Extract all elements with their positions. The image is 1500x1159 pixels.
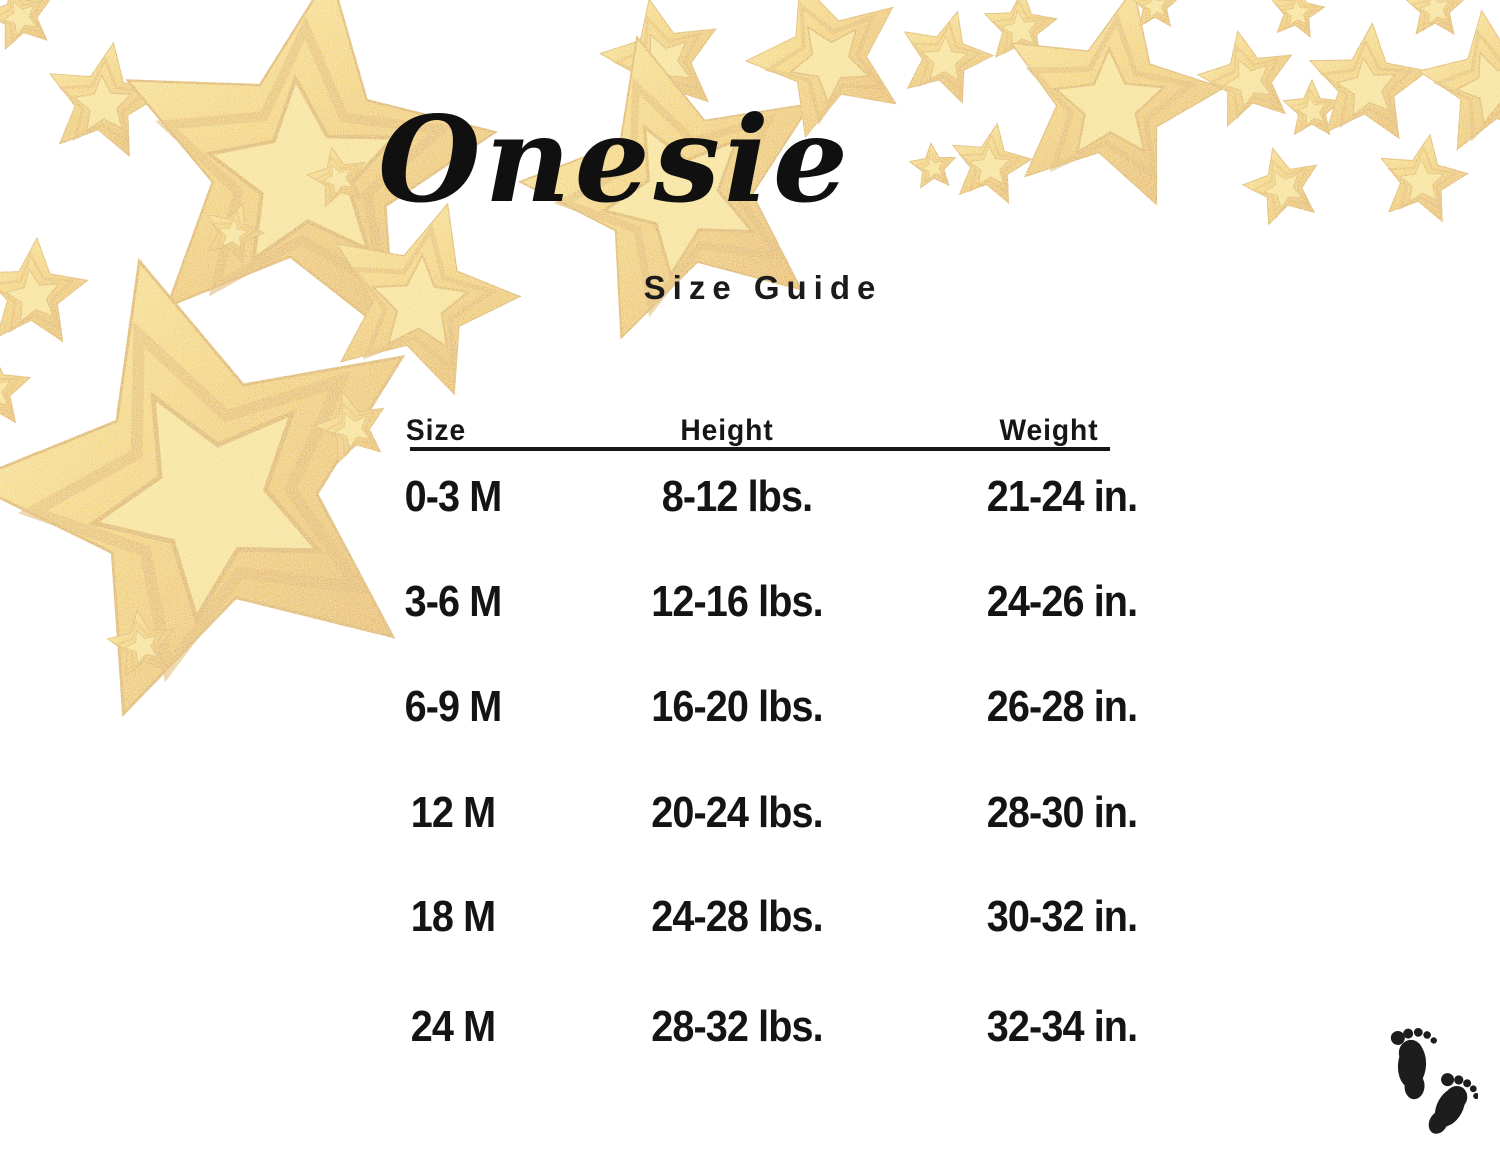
page-subtitle: Size Guide bbox=[643, 269, 883, 306]
star-shape bbox=[0, 236, 89, 343]
star-shape bbox=[1241, 147, 1318, 226]
star-shape bbox=[1270, 0, 1326, 38]
cell-weight: 28-30 in. bbox=[986, 788, 1138, 837]
cell-height: 16-20 lbs. bbox=[651, 682, 823, 731]
star-shape bbox=[0, 0, 53, 50]
star-shape bbox=[0, 257, 406, 717]
star-shape bbox=[951, 122, 1033, 204]
cell-height: 24-28 lbs. bbox=[651, 892, 823, 941]
cell-size: 0-3 M bbox=[404, 472, 503, 521]
star-shape bbox=[0, 359, 32, 424]
cell-height: 12-16 lbs. bbox=[651, 577, 823, 626]
cell-weight: 32-34 in. bbox=[986, 1002, 1138, 1051]
header-underline bbox=[410, 447, 1110, 451]
star-shape bbox=[206, 202, 266, 264]
table-row: 3-6 M 12-16 lbs. 24-26 in. bbox=[0, 579, 1500, 625]
column-header-weight: Weight bbox=[999, 414, 1099, 447]
star-shape bbox=[1282, 78, 1342, 136]
cell-weight: 21-24 in. bbox=[986, 472, 1138, 521]
table-row: 0-3 M 8-12 lbs. 21-24 in. bbox=[0, 474, 1500, 520]
star-shape bbox=[1009, 0, 1226, 206]
star-shape bbox=[903, 10, 995, 104]
star-shape bbox=[908, 141, 957, 189]
table-row: 12 M 20-24 lbs. 28-30 in. bbox=[0, 790, 1500, 836]
cell-size: 12 M bbox=[410, 788, 496, 837]
star-shape bbox=[1380, 133, 1469, 223]
cell-weight: 26-28 in. bbox=[986, 682, 1138, 731]
cell-size: 18 M bbox=[410, 892, 496, 941]
star-shape bbox=[106, 609, 175, 677]
cell-weight: 30-32 in. bbox=[986, 892, 1138, 941]
cell-height: 28-32 lbs. bbox=[651, 1002, 823, 1051]
table-row: 24 M 28-32 lbs. 32-34 in. bbox=[0, 1004, 1500, 1050]
star-shape bbox=[335, 202, 522, 396]
star-shape bbox=[313, 390, 385, 464]
column-header-size: Size bbox=[405, 414, 467, 447]
cell-height: 8-12 lbs. bbox=[661, 472, 813, 521]
star-shape bbox=[1405, 0, 1465, 35]
star-shape bbox=[744, 0, 897, 138]
star-shape bbox=[1308, 22, 1429, 140]
table-row: 6-9 M 16-20 lbs. 26-28 in. bbox=[0, 684, 1500, 730]
table-row: 18 M 24-28 lbs. 30-32 in. bbox=[0, 894, 1500, 940]
cell-height: 20-24 lbs. bbox=[651, 788, 823, 837]
cell-weight: 24-26 in. bbox=[986, 577, 1138, 626]
column-header-height: Height bbox=[680, 414, 774, 447]
star-shape bbox=[1196, 29, 1293, 127]
cell-size: 24 M bbox=[410, 1002, 496, 1051]
page-title: Onesie bbox=[378, 90, 852, 229]
baby-footprints-icon bbox=[1390, 1027, 1478, 1134]
cell-size: 6-9 M bbox=[404, 682, 503, 731]
star-shape bbox=[305, 146, 366, 208]
cell-size: 3-6 M bbox=[404, 577, 503, 626]
star-shape bbox=[1132, 0, 1178, 27]
star-shape bbox=[517, 35, 813, 340]
